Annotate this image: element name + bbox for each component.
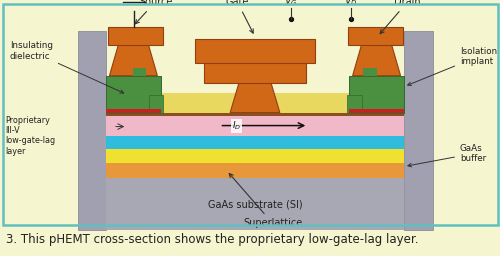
Polygon shape — [110, 39, 158, 76]
Polygon shape — [194, 39, 316, 63]
Bar — [106, 76, 161, 113]
Bar — [78, 31, 106, 230]
Bar — [349, 76, 404, 113]
Polygon shape — [352, 39, 401, 76]
Text: $I_D$: $I_D$ — [232, 119, 241, 132]
Text: Drain: Drain — [380, 0, 421, 34]
Bar — [106, 136, 404, 148]
Bar — [404, 31, 432, 230]
Bar — [348, 27, 403, 45]
Bar — [106, 178, 404, 230]
Text: Gate: Gate — [226, 0, 253, 33]
Bar — [349, 109, 404, 113]
Bar — [106, 116, 404, 136]
Text: $V_D$: $V_D$ — [344, 0, 358, 8]
Text: Superlattice: Superlattice — [229, 174, 302, 228]
Bar — [148, 95, 162, 113]
Text: Insulating
dielectric: Insulating dielectric — [10, 41, 124, 93]
Polygon shape — [204, 59, 306, 83]
Text: 3. This pHEMT cross-section shows the proprietary low-gate-lag layer.: 3. This pHEMT cross-section shows the pr… — [6, 233, 418, 246]
Bar — [106, 148, 404, 163]
Bar — [106, 93, 404, 113]
Bar — [132, 68, 146, 76]
Text: GaAs substrate (SI): GaAs substrate (SI) — [208, 199, 302, 209]
Bar — [106, 113, 404, 116]
Text: Source: Source — [136, 0, 172, 24]
Bar — [108, 27, 162, 45]
Bar — [106, 163, 404, 178]
Text: Proprietary
III-V
low-gate-lag
layer: Proprietary III-V low-gate-lag layer — [5, 115, 55, 156]
Text: GaAs
buffer: GaAs buffer — [408, 144, 486, 167]
Bar — [106, 109, 161, 113]
Polygon shape — [230, 83, 280, 113]
Text: Isolation
implant: Isolation implant — [408, 47, 497, 86]
Bar — [364, 68, 377, 76]
Text: $V_G$: $V_G$ — [284, 0, 298, 8]
Bar — [348, 95, 362, 113]
